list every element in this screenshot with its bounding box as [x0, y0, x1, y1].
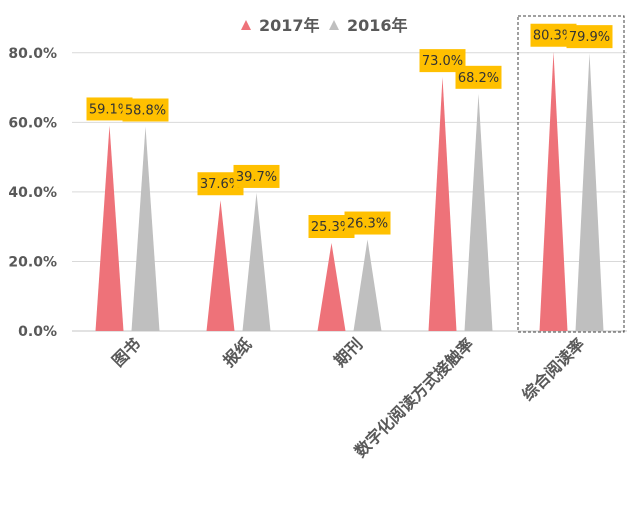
data-label-bg	[197, 172, 244, 196]
data-label-bg	[308, 215, 355, 239]
data-label: 25.3%	[308, 215, 355, 239]
data-label-bg	[233, 164, 280, 188]
triangle-mark-series1	[206, 200, 235, 331]
data-label: 58.8%	[122, 98, 169, 122]
data-label-text: 79.9%	[569, 30, 610, 45]
legend-label: 2017年	[259, 16, 320, 35]
data-labels: 59.1% 37.6% 25.3% 73.0% 80.3% 58.8% 39.7% 26.3%…	[86, 23, 613, 239]
data-label-bg	[86, 97, 133, 121]
data-label: 73.0%	[419, 49, 466, 73]
data-label-bg	[122, 98, 169, 122]
data-label-text: 39.7%	[236, 170, 277, 185]
data-label-text: 25.3%	[311, 220, 352, 235]
legend-item: 2016年	[329, 16, 408, 35]
triangle-mark-series2	[575, 53, 604, 332]
data-label-bg	[455, 65, 502, 89]
y-tick-label: 0.0%	[18, 324, 57, 340]
data-label: 39.7%	[233, 164, 280, 188]
data-label-bg	[566, 25, 613, 49]
y-tick-label: 60.0%	[8, 115, 57, 131]
data-label-text: 80.3%	[533, 29, 574, 44]
data-label: 68.2%	[455, 65, 502, 89]
data-label-text: 37.6%	[200, 177, 241, 192]
triangle-mark-series2	[131, 126, 160, 331]
data-label-bg	[419, 49, 466, 73]
legend-triangle-icon	[329, 20, 339, 30]
category-label: 报纸	[219, 334, 255, 370]
legend-item: 2017年	[241, 16, 320, 35]
triangle-mark-series1	[317, 243, 346, 331]
y-tick-label: 20.0%	[8, 254, 57, 270]
data-label-text: 58.8%	[125, 104, 166, 119]
data-label: 59.1%	[86, 97, 133, 121]
data-label: 79.9%	[566, 25, 613, 49]
legend-triangle-icon	[241, 20, 251, 30]
highlight-box	[517, 15, 625, 333]
data-label-bg	[344, 211, 391, 235]
triangle-mark-series1	[428, 77, 457, 331]
triangle-mark-series2	[464, 93, 493, 331]
data-label-text: 68.2%	[458, 71, 499, 86]
legend: 2017年 2016年	[241, 16, 408, 35]
data-label-text: 26.3%	[347, 217, 388, 232]
triangle-mark-series2	[353, 239, 382, 331]
legend-label: 2016年	[347, 16, 408, 35]
data-label-bg	[530, 23, 577, 47]
category-label: 数字化阅读方式接触率	[351, 334, 478, 461]
y-axis-ticks: 0.0% 20.0% 40.0% 60.0% 80.0%	[8, 46, 57, 340]
grid-lines	[72, 52, 627, 332]
data-marks	[95, 51, 604, 332]
triangle-mark-series1	[539, 51, 568, 332]
highlight-box-layer	[517, 15, 625, 333]
data-label: 37.6%	[197, 172, 244, 196]
data-label-text: 59.1%	[89, 102, 130, 117]
data-label-text: 73.0%	[422, 54, 463, 69]
category-label: 期刊	[330, 334, 366, 370]
data-label: 26.3%	[344, 211, 391, 235]
category-label: 图书	[108, 334, 144, 370]
category-label: 综合阅读率	[518, 334, 588, 404]
y-tick-label: 80.0%	[8, 46, 57, 62]
triangle-mark-series2	[242, 192, 271, 331]
triangle-mark-series1	[95, 125, 124, 331]
y-tick-label: 40.0%	[8, 185, 57, 201]
data-label: 80.3%	[530, 23, 577, 47]
